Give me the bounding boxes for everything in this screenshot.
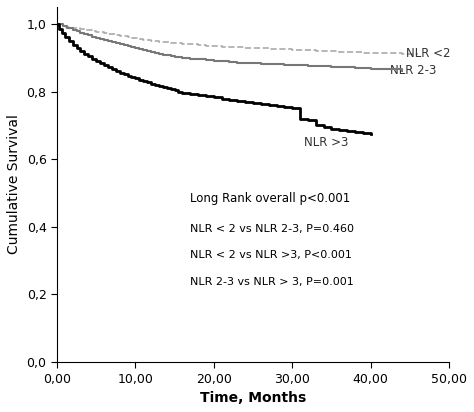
Text: Long Rank overall p<0.001: Long Rank overall p<0.001 — [190, 192, 350, 205]
Text: NLR 2-3 vs NLR > 3, P=0.001: NLR 2-3 vs NLR > 3, P=0.001 — [190, 277, 354, 287]
Y-axis label: Cumulative Survival: Cumulative Survival — [7, 115, 21, 255]
Text: NLR < 2 vs NLR >3, P<0.001: NLR < 2 vs NLR >3, P<0.001 — [190, 250, 352, 260]
X-axis label: Time, Months: Time, Months — [200, 391, 306, 405]
Text: NLR < 2 vs NLR 2-3, P=0.460: NLR < 2 vs NLR 2-3, P=0.460 — [190, 224, 354, 234]
Text: NLR >3: NLR >3 — [304, 136, 348, 150]
Text: NLR <2: NLR <2 — [406, 47, 450, 60]
Text: NLR 2-3: NLR 2-3 — [390, 64, 437, 77]
